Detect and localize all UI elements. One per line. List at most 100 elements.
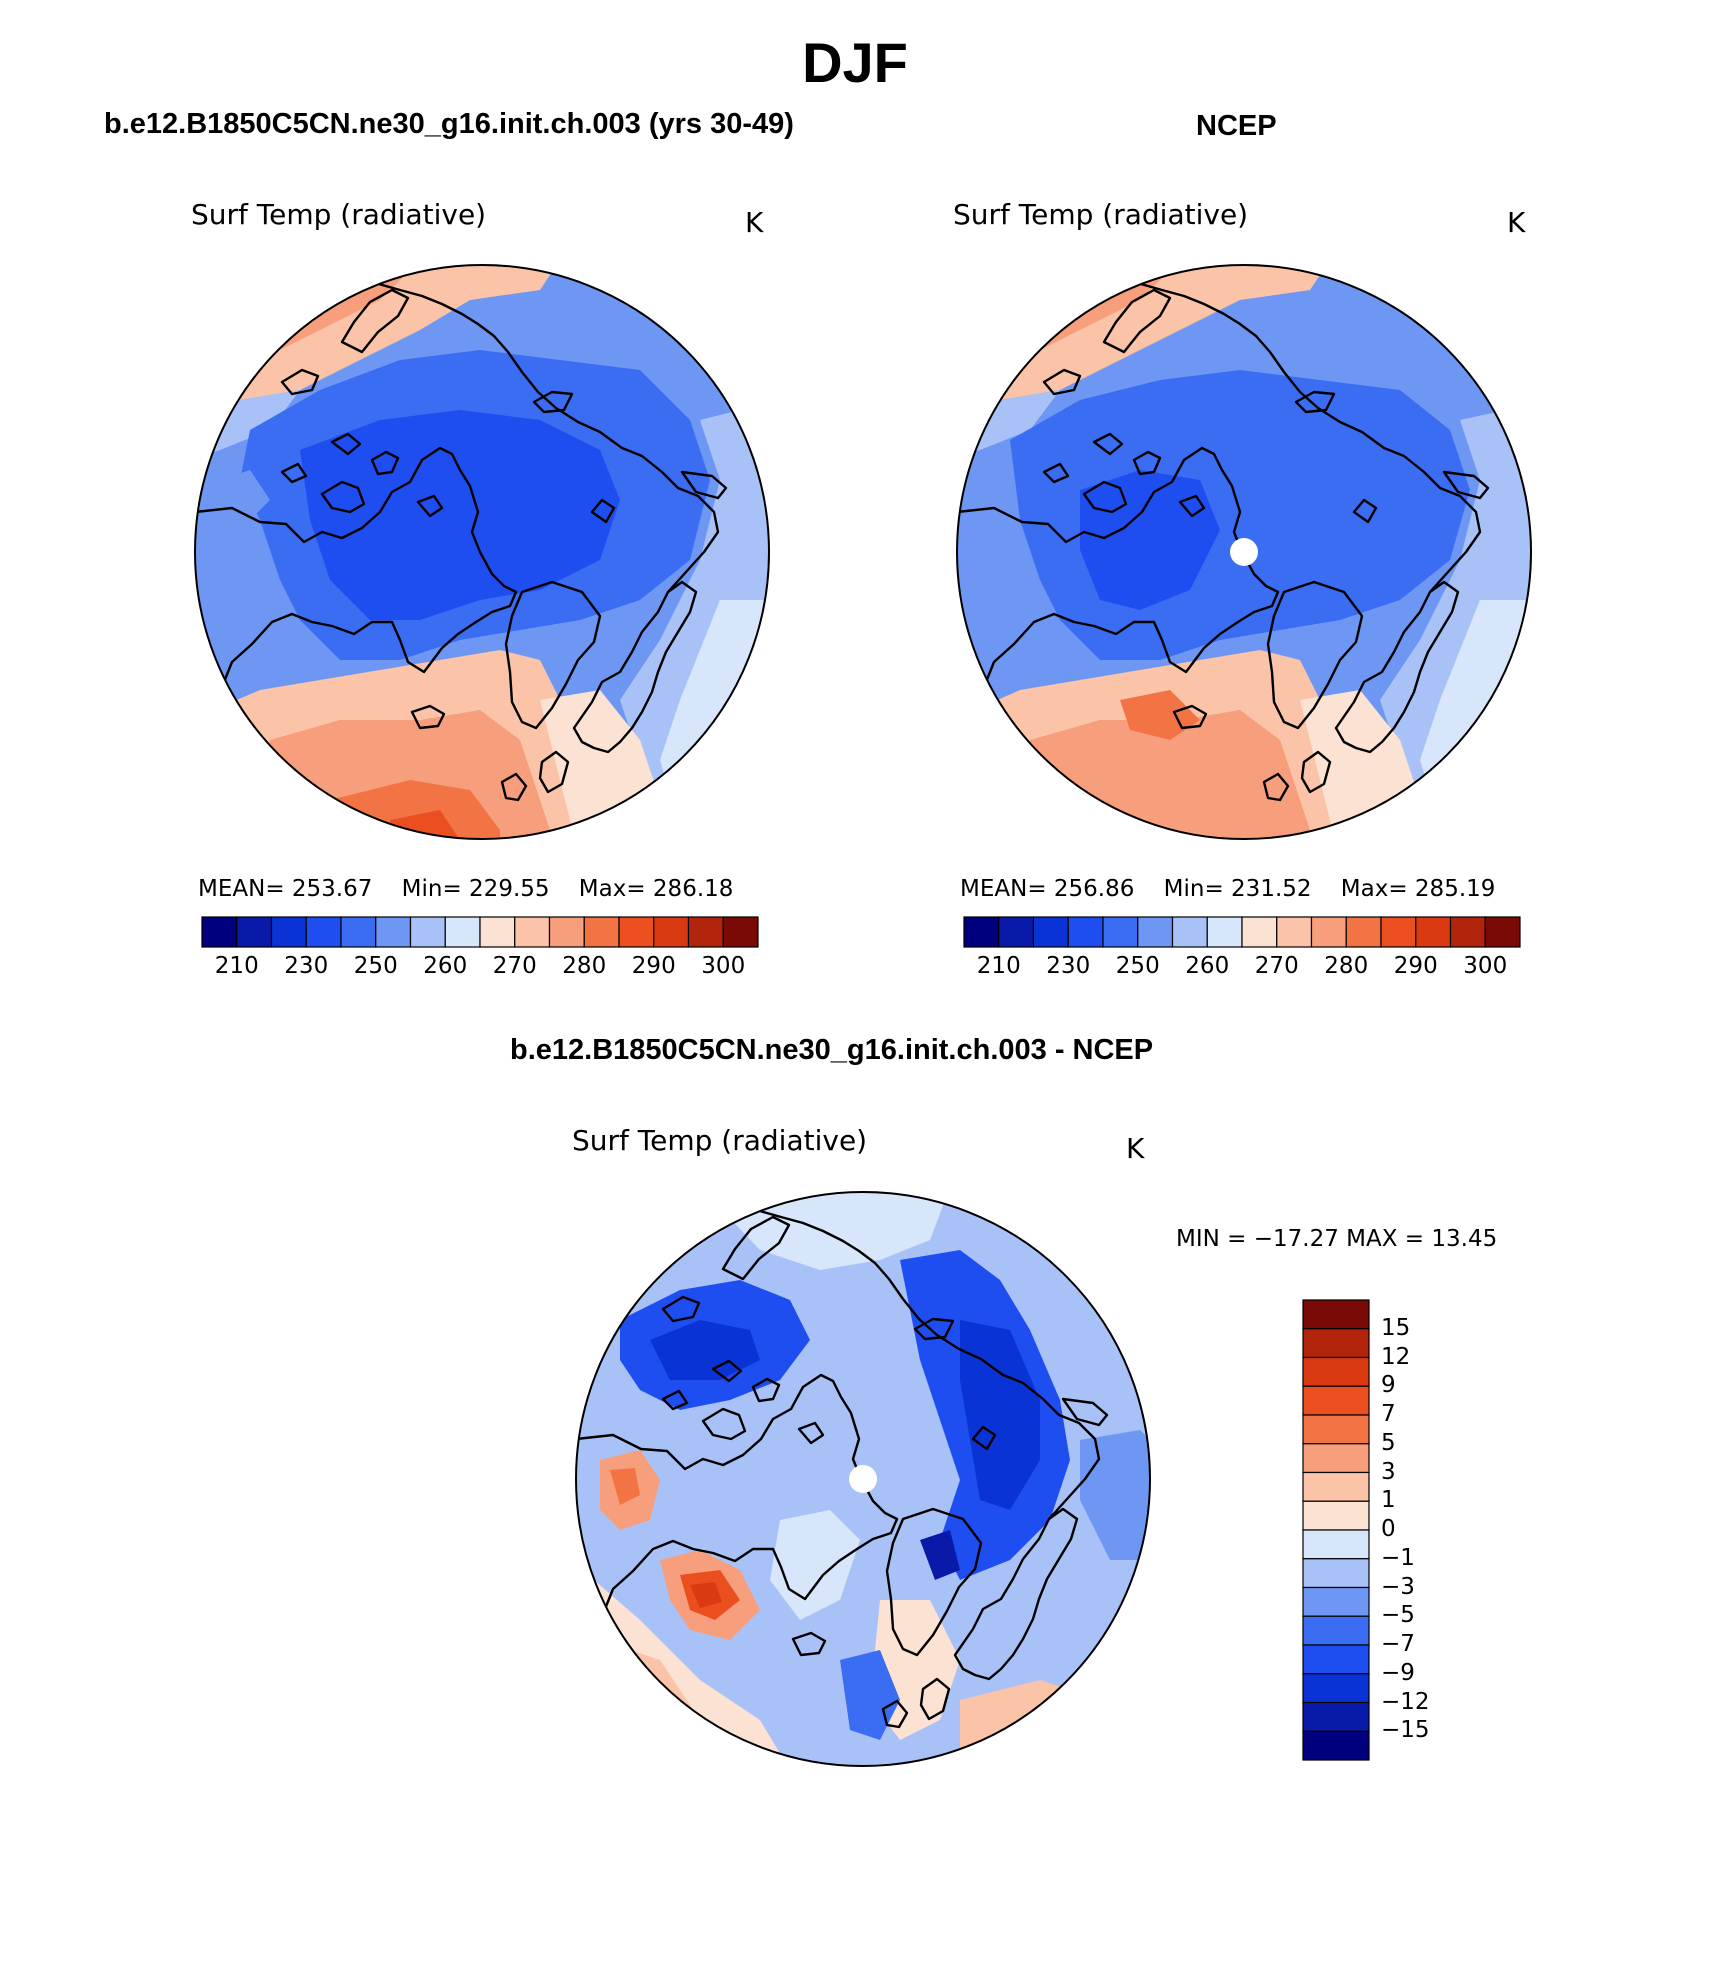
- colorbar-swatch: [1302, 1328, 1370, 1359]
- colorbar-tick-label: 5: [1381, 1429, 1396, 1456]
- colorbar-swatch: [1310, 916, 1347, 948]
- panel-1-max-label: Max=: [578, 876, 646, 902]
- colorbar-swatch: [1415, 916, 1452, 948]
- colorbar-swatch: [444, 916, 481, 948]
- colorbar-tick-label: −9: [1381, 1659, 1415, 1686]
- colorbar-tick-label: 300: [1463, 953, 1508, 979]
- colorbar-tick-label: −7: [1381, 1631, 1415, 1657]
- colorbar-swatch: [1067, 916, 1104, 948]
- colorbar-swatch: [514, 916, 551, 948]
- colorbar-tick-label: 250: [1115, 953, 1160, 979]
- panel-2-max-label: Max=: [1340, 876, 1408, 902]
- colorbar-swatch: [1302, 1529, 1370, 1560]
- figure-title: DJF: [802, 31, 908, 94]
- panel-1-mean-label: MEAN=: [198, 876, 285, 902]
- colorbar-tick-label: 260: [1185, 953, 1230, 979]
- colorbar-swatch: [1302, 1558, 1370, 1589]
- panel-3-map: [575, 1191, 1151, 1767]
- colorbar-swatch: [1302, 1730, 1370, 1761]
- panel-2-mean: 256.86: [1053, 876, 1135, 902]
- colorbar-tick-label: 280: [562, 953, 607, 979]
- panel-2-units: K: [1507, 206, 1526, 239]
- colorbar-swatch: [1380, 916, 1417, 948]
- panel-2-min: 231.52: [1231, 876, 1312, 902]
- panel-2-pole-mask: [1230, 538, 1258, 566]
- colorbar-tick-label: 280: [1324, 953, 1369, 979]
- colorbar-tick-label: 290: [1393, 953, 1438, 979]
- colorbar-swatch: [1302, 1443, 1370, 1474]
- panel-1-min-label: Min=: [401, 876, 462, 902]
- panel-1-variable-label: Surf Temp (radiative): [191, 198, 487, 231]
- colorbar-tick-label: 270: [492, 953, 537, 979]
- colorbar-swatch: [1032, 916, 1069, 948]
- colorbar-swatch: [1449, 916, 1486, 948]
- colorbar-swatch: [1302, 1673, 1370, 1704]
- panel-3-pole-mask: [849, 1465, 877, 1493]
- colorbar-swatch: [583, 916, 620, 948]
- colorbar-swatch: [1276, 916, 1313, 948]
- panel-3-colorbar: [1302, 1299, 1370, 1761]
- colorbar-swatch: [1302, 1586, 1370, 1617]
- panel-3-units: K: [1126, 1132, 1145, 1165]
- colorbar-swatch: [687, 916, 724, 948]
- colorbar-tick-label: 9: [1381, 1372, 1396, 1399]
- colorbar-swatch: [1302, 1471, 1370, 1502]
- panel-1-title: b.e12.B1850C5CN.ne30_g16.init.ch.003 (yr…: [104, 108, 794, 140]
- colorbar-swatch: [479, 916, 516, 948]
- colorbar-swatch: [305, 916, 342, 948]
- colorbar-tick-label: 1: [1381, 1487, 1396, 1514]
- panel-1-mean: 253.67: [291, 876, 373, 902]
- colorbar-swatch: [998, 916, 1035, 948]
- colorbar-tick-label: −1: [1381, 1544, 1415, 1571]
- colorbar-tick-label: 300: [701, 953, 746, 979]
- colorbar-swatch: [1345, 916, 1382, 948]
- colorbar-swatch: [270, 916, 307, 948]
- colorbar-tick-label: 250: [353, 953, 398, 979]
- colorbar-tick-label: −5: [1381, 1602, 1415, 1629]
- colorbar-swatch: [201, 916, 238, 948]
- panel-2-map: [956, 264, 1532, 840]
- colorbar-swatch: [1302, 1500, 1370, 1531]
- colorbar-swatch: [653, 916, 690, 948]
- panel-2-min-label: Min=: [1163, 876, 1224, 902]
- panel-2-variable-label: Surf Temp (radiative): [953, 198, 1249, 231]
- colorbar-tick-label: 260: [423, 953, 468, 979]
- colorbar-swatch: [409, 916, 446, 948]
- colorbar-tick-label: 270: [1254, 953, 1299, 979]
- colorbar-swatch: [722, 916, 759, 948]
- panel-1-stats: MEAN= 253.67 Min= 229.55 Max= 286.18: [198, 876, 733, 902]
- colorbar-tick-label: 12: [1381, 1343, 1411, 1370]
- colorbar-swatch: [1302, 1644, 1370, 1675]
- panel-3-title: b.e12.B1850C5CN.ne30_g16.init.ch.003 - N…: [510, 1034, 1154, 1066]
- colorbar-tick-label: 7: [1381, 1401, 1396, 1427]
- panel-1-colorbar: [201, 916, 759, 948]
- colorbar-tick-label: 230: [284, 953, 329, 979]
- colorbar-tick-label: 3: [1381, 1458, 1396, 1485]
- colorbar-tick-label: 15: [1381, 1314, 1411, 1341]
- colorbar-swatch: [1102, 916, 1139, 948]
- panel-2-mean-label: MEAN=: [960, 876, 1047, 902]
- colorbar-swatch: [1302, 1414, 1370, 1445]
- colorbar-swatch: [963, 916, 1000, 948]
- colorbar-swatch: [1484, 916, 1521, 948]
- colorbar-swatch: [1302, 1356, 1370, 1387]
- colorbar-swatch: [1302, 1701, 1370, 1732]
- panel-2-stats: MEAN= 256.86 Min= 231.52 Max= 285.19: [960, 876, 1495, 902]
- panel-3-variable-label: Surf Temp (radiative): [572, 1124, 868, 1157]
- colorbar-swatch: [1302, 1299, 1370, 1330]
- colorbar-tick-label: −15: [1381, 1717, 1430, 1744]
- colorbar-swatch: [548, 916, 585, 948]
- colorbar-tick-label: −3: [1381, 1573, 1415, 1600]
- colorbar-tick-label: 230: [1046, 953, 1091, 979]
- colorbar-swatch: [1302, 1385, 1370, 1416]
- colorbar-swatch: [340, 916, 377, 948]
- colorbar-tick-label: 0: [1381, 1516, 1396, 1542]
- colorbar-swatch: [375, 916, 412, 948]
- panel-2-max: 285.19: [1414, 876, 1496, 902]
- colorbar-swatch: [1206, 916, 1243, 948]
- colorbar-swatch: [1171, 916, 1208, 948]
- panel-1-max: 286.18: [652, 876, 734, 902]
- panel-3-minmax: MIN = −17.27 MAX = 13.45: [1176, 1226, 1498, 1252]
- panel-1-min: 229.55: [469, 876, 550, 902]
